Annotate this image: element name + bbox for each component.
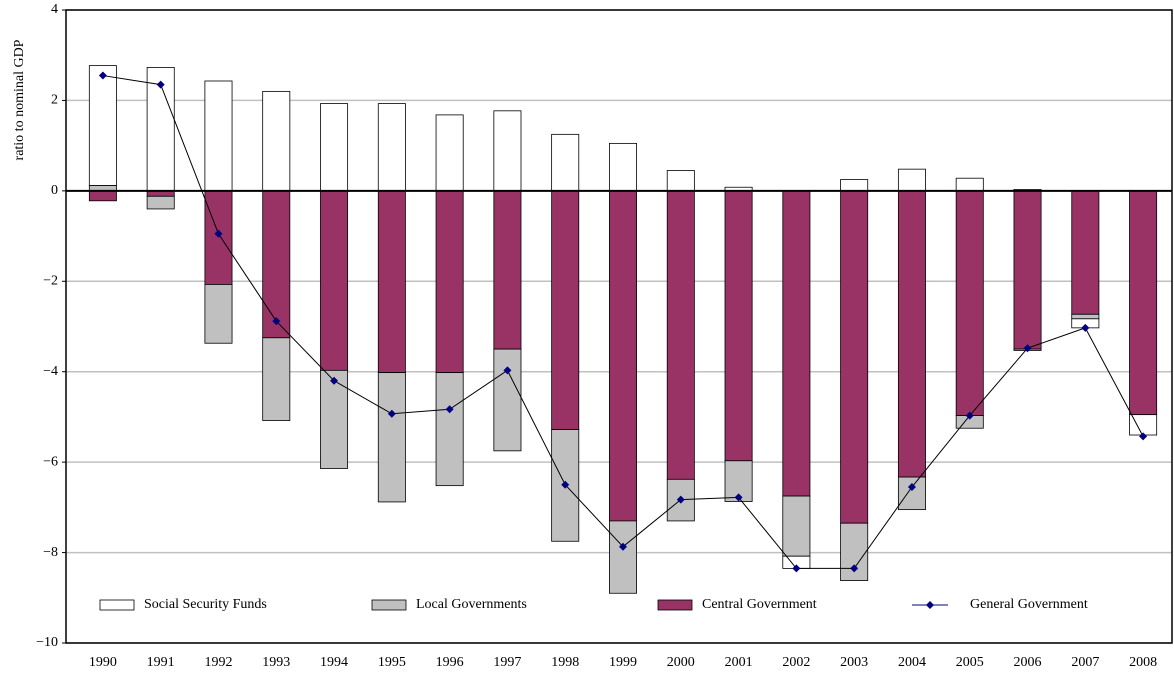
y-tick-label: −2	[43, 274, 58, 289]
marker	[907, 483, 916, 492]
bar	[897, 190, 926, 478]
bar	[88, 190, 117, 202]
x-tick-label: 2006	[1014, 655, 1042, 670]
legend-label: General Government	[970, 597, 1088, 612]
bar	[666, 170, 695, 192]
x-tick-label: 1997	[493, 655, 521, 670]
bar	[724, 190, 753, 462]
bar	[493, 348, 522, 452]
legend-swatch	[99, 599, 135, 611]
x-tick-label: 2001	[725, 655, 753, 670]
plot-frame	[65, 9, 1173, 644]
legend-label: Local Governments	[416, 597, 527, 612]
bar	[840, 522, 869, 582]
y-tick-label: −4	[43, 364, 58, 379]
y-tick-label: −6	[43, 454, 58, 469]
marker	[1139, 432, 1148, 441]
marker	[1023, 344, 1032, 353]
marker	[561, 480, 570, 489]
bar	[320, 103, 349, 192]
x-tick-label: 2002	[782, 655, 810, 670]
marker	[445, 405, 454, 414]
bar	[88, 65, 117, 186]
bar	[435, 190, 464, 374]
bar	[493, 190, 522, 350]
bar	[262, 337, 291, 421]
bar	[1071, 190, 1100, 315]
legend-label: Social Security Funds	[144, 597, 267, 612]
marker	[330, 376, 339, 385]
y-tick-label: −10	[36, 635, 58, 650]
y-axis-label: ratio to nominal GDP	[12, 39, 27, 160]
x-tick-label: 1993	[262, 655, 290, 670]
bar	[320, 190, 349, 371]
bar	[897, 476, 926, 511]
x-tick-label: 2003	[840, 655, 868, 670]
bar	[955, 177, 984, 192]
marker	[734, 493, 743, 502]
bar	[551, 190, 580, 430]
y-tick-label: −8	[43, 545, 58, 560]
x-tick-label: 1990	[89, 655, 117, 670]
bar	[435, 114, 464, 192]
bar	[377, 372, 406, 503]
marker	[387, 409, 396, 418]
marker	[503, 366, 512, 375]
bar	[609, 142, 637, 192]
marker	[850, 564, 859, 573]
y-tick-label: 4	[51, 2, 58, 17]
x-tick-label: 2007	[1071, 655, 1099, 670]
bar	[609, 190, 637, 522]
y-tick-label: 2	[51, 93, 58, 108]
bar	[609, 520, 637, 594]
bar	[377, 190, 406, 374]
x-tick-label: 1995	[378, 655, 406, 670]
bar	[840, 190, 869, 524]
x-tick-label: 2004	[898, 655, 926, 670]
bar	[1071, 313, 1100, 320]
legend-swatch	[371, 599, 407, 611]
marker	[98, 71, 107, 80]
marker	[1081, 323, 1090, 332]
x-tick-label: 1991	[147, 655, 175, 670]
bar	[377, 103, 406, 192]
legend-label: Central Government	[702, 597, 817, 612]
x-tick-label: 2005	[956, 655, 984, 670]
x-tick-label: 2008	[1129, 655, 1157, 670]
bar	[782, 190, 811, 497]
y-tick-label: 0	[51, 183, 58, 198]
x-tick-label: 1996	[436, 655, 464, 670]
bar	[1129, 190, 1158, 416]
bar	[320, 369, 349, 469]
bar	[1013, 190, 1042, 350]
x-tick-label: 1994	[320, 655, 348, 670]
bar	[782, 495, 811, 557]
bar	[493, 110, 522, 192]
legend-swatch	[926, 601, 934, 609]
marker	[214, 229, 223, 238]
x-tick-label: 1999	[609, 655, 637, 670]
x-tick-label: 2000	[667, 655, 695, 670]
marker	[272, 317, 281, 326]
bar	[146, 195, 175, 210]
x-tick-label: 1998	[551, 655, 579, 670]
bar	[204, 284, 233, 344]
x-tick-label: 1992	[204, 655, 232, 670]
bar	[666, 190, 695, 480]
marker	[676, 495, 685, 504]
legend-swatch	[657, 599, 693, 611]
bar	[551, 133, 580, 192]
bar	[262, 90, 291, 192]
bar	[840, 179, 869, 192]
marker	[965, 411, 974, 420]
marker	[792, 564, 801, 573]
bar	[955, 190, 984, 416]
marker	[619, 542, 627, 551]
bar	[897, 168, 926, 192]
marker	[156, 80, 165, 89]
bar	[262, 190, 291, 339]
bar	[204, 80, 233, 192]
bar	[435, 372, 464, 487]
